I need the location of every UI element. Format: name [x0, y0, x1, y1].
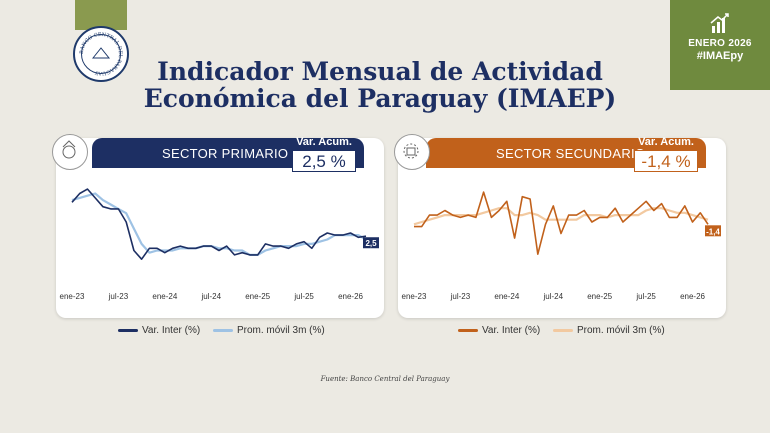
- secondary-acum-value: -1,4 %: [634, 150, 698, 172]
- primary-sector-card: SECTOR PRIMARIO Var. Acum. 2,5 % ene-23 j…: [52, 134, 384, 318]
- title-line-2: Económica del Paraguay (IMAEP): [143, 84, 617, 113]
- badge-date: ENERO 2026: [688, 38, 752, 49]
- primary-legend: Var. Inter (%) Prom. móvil 3m (%): [118, 325, 335, 336]
- end-value-text: -1,4: [706, 227, 720, 236]
- secondary-acum-box: Var. Acum. -1,4 %: [634, 134, 698, 172]
- primary-acum-value: 2,5 %: [292, 150, 356, 172]
- legend-label: Var. Inter (%): [142, 325, 201, 336]
- end-value-label: -1,4: [705, 225, 721, 237]
- secondary-sector-title: SECTOR SECUNDARIO: [496, 146, 646, 161]
- legend-item-var-inter: Var. Inter (%): [458, 325, 540, 336]
- x-tick-label: ene-26: [680, 292, 705, 301]
- secondary-sector-header: SECTOR SECUNDARIO Var. Acum. -1,4 %: [426, 136, 706, 172]
- x-tick-label: jul-25: [293, 292, 314, 301]
- seal-lettering: BANCO CENTRAL DEL PARAGUAY: [79, 32, 123, 76]
- end-value-label: 2,5: [363, 237, 379, 249]
- legend-swatch-orange: [458, 328, 478, 332]
- legend-swatch-navy: [118, 328, 138, 332]
- legend-swatch-light-blue: [212, 328, 233, 332]
- secondary-sector-chart: ene-23 jul-23 ene-24 jul-24 ene-25 jul-25 ene-…: [402, 191, 721, 301]
- secondary-acum-label: Var. Acum.: [638, 136, 694, 148]
- title-line-1: Indicador Mensual de Actividad: [157, 57, 603, 86]
- x-tick-label: jul-25: [635, 292, 656, 301]
- secondary-sector-card: SECTOR SECUNDARIO Var. Acum. -1,4 % ene-…: [394, 134, 726, 318]
- legend-label: Var. Inter (%): [482, 325, 541, 336]
- x-tick-label: jul-24: [542, 292, 563, 301]
- agriculture-icon: [52, 134, 88, 170]
- page-title: Indicador Mensual de Actividad Económica…: [140, 58, 620, 112]
- x-tick-label: ene-24: [494, 292, 519, 301]
- seal-text: BANCO CENTRAL DEL PARAGUAY: [79, 32, 123, 76]
- x-tick-label: ene-25: [245, 292, 270, 301]
- x-tick-label: ene-23: [60, 292, 85, 301]
- x-tick-label: jul-23: [450, 292, 471, 301]
- end-value-text: 2,5: [365, 239, 377, 248]
- x-tick-label: ene-24: [152, 292, 177, 301]
- series-line-prom-movil: [71, 192, 367, 256]
- bar-chart-icon: [710, 13, 729, 33]
- seal-inner-ring: [81, 34, 121, 74]
- primary-acum-label: Var. Acum.: [296, 136, 352, 148]
- x-tick-label: jul-23: [108, 292, 129, 301]
- x-tick-label: ene-25: [587, 292, 612, 301]
- series-line-prom-movil: [413, 207, 709, 226]
- primary-sector-title: SECTOR PRIMARIO: [162, 146, 289, 161]
- industry-icon: [394, 134, 430, 170]
- primary-acum-box: Var. Acum. 2,5 %: [292, 134, 356, 172]
- series-line-var-inter: [71, 188, 367, 260]
- legend-swatch-light-orange: [552, 328, 573, 332]
- x-tick-label: ene-26: [338, 292, 363, 301]
- legend-label: Prom. móvil 3m (%): [576, 325, 665, 336]
- series-line-var-inter: [414, 191, 709, 255]
- legend-item-prom-movil: Prom. móvil 3m (%): [212, 325, 325, 336]
- primary-sector-chart: ene-23 jul-23 ene-24 jul-24 ene-25 jul-25 ene-…: [60, 188, 379, 301]
- badge-hashtag: #IMAEpy: [696, 50, 744, 62]
- legend-item-prom-movil: Prom. móvil 3m (%): [552, 325, 665, 336]
- svg-text:BANCO CENTRAL DEL PARAGUAY: BANCO CENTRAL DEL PARAGUAY: [79, 32, 123, 76]
- source-note: Fuente: Banco Central del Paraguay: [320, 375, 450, 383]
- legend-label: Prom. móvil 3m (%): [236, 325, 325, 336]
- legend-item-var-inter: Var. Inter (%): [118, 325, 200, 336]
- date-badge: ENERO 2026 #IMAEpy: [670, 0, 770, 90]
- secondary-legend: Var. Inter (%) Prom. móvil 3m (%): [458, 325, 675, 336]
- logo-tab: [75, 0, 127, 30]
- x-tick-label: jul-24: [200, 292, 221, 301]
- primary-sector-header: SECTOR PRIMARIO Var. Acum. 2,5 %: [92, 136, 364, 172]
- x-tick-label: ene-23: [402, 292, 427, 301]
- bcp-seal-logo: BANCO CENTRAL DEL PARAGUAY: [73, 26, 129, 82]
